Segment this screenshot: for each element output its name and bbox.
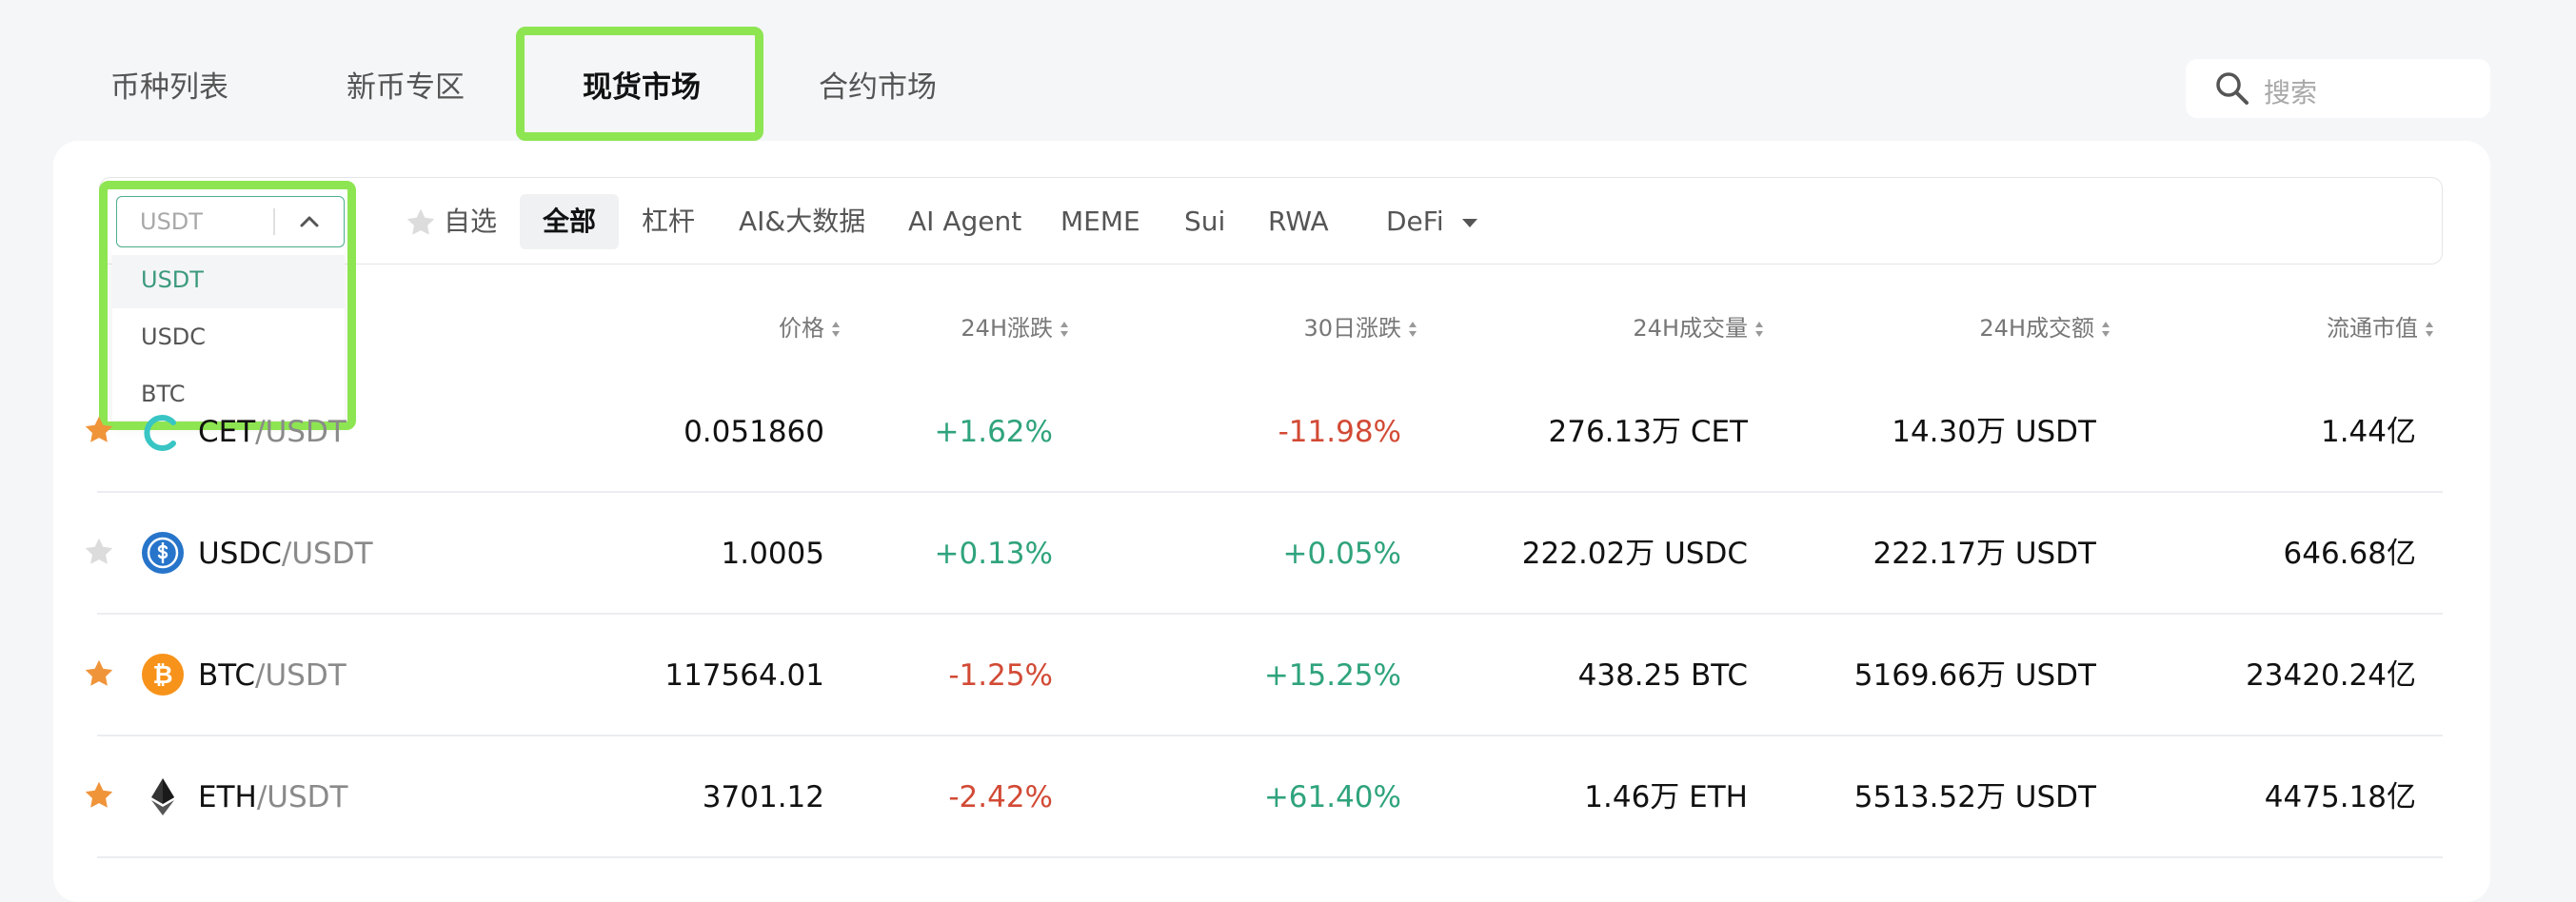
- col-market-cap-label: 流通市值: [2327, 315, 2418, 342]
- select-divider: [273, 208, 275, 235]
- tab-coin-list[interactable]: 币种列表: [110, 70, 228, 105]
- change-30d: +61.40%: [1263, 780, 1401, 814]
- price: 1.0005: [721, 537, 824, 571]
- usdc-icon: [142, 532, 184, 574]
- filter-sui[interactable]: Sui: [1184, 206, 1226, 237]
- price: 0.051860: [684, 415, 824, 449]
- change-24h: +1.62%: [934, 415, 1053, 449]
- col-change-30d-label: 30日涨跌: [1303, 315, 1401, 342]
- search-icon: [2216, 72, 2249, 105]
- star-icon[interactable]: [82, 413, 116, 447]
- row-divider: [97, 491, 2443, 493]
- turnover-24h: 5513.52万 USDT: [1853, 780, 2096, 814]
- filter-defi-label: DeFi: [1386, 206, 1444, 237]
- pair-base: USDC: [198, 537, 282, 571]
- bitcoin-icon: ₿: [142, 654, 184, 696]
- pair-name: USDC/USDT: [198, 533, 373, 575]
- price: 117564.01: [664, 658, 824, 693]
- sort-icon: [1409, 322, 1417, 337]
- volume-24h: 1.46万 ETH: [1584, 780, 1748, 814]
- col-volume-24h-label: 24H成交量: [1633, 315, 1748, 342]
- volume-24h: 438.25 BTC: [1577, 658, 1748, 693]
- market-cap: 4475.18亿: [2264, 780, 2416, 814]
- col-change-24h-label: 24H涨跌: [961, 315, 1053, 342]
- turnover-24h: 14.30万 USDT: [1892, 415, 2096, 449]
- pair-base: BTC: [198, 658, 256, 693]
- sort-icon: [2102, 322, 2110, 337]
- pair-quote: /USDT: [281, 537, 373, 571]
- market-card: [53, 141, 2490, 902]
- pair-base: CET: [198, 415, 256, 449]
- option-usdt[interactable]: USDT: [141, 266, 204, 293]
- pair-quote: /USDT: [256, 780, 348, 814]
- change-24h: -1.25%: [948, 658, 1053, 693]
- option-hover-bg: [112, 255, 345, 308]
- highlight-dropdown: [99, 181, 356, 430]
- pair-name: ETH/USDT: [198, 776, 347, 818]
- filter-meme[interactable]: MEME: [1060, 206, 1140, 237]
- filter-ai-bigdata[interactable]: AI&大数据: [739, 206, 866, 237]
- svg-text:₿: ₿: [152, 661, 172, 690]
- pair-name: CET/USDT: [198, 411, 347, 453]
- change-30d: +15.25%: [1263, 658, 1401, 693]
- turnover-24h: 222.17万 USDT: [1873, 537, 2097, 571]
- col-market-cap[interactable]: 流通市值: [2327, 312, 2435, 344]
- col-volume-24h[interactable]: 24H成交量: [1633, 312, 1765, 344]
- filter-favorites[interactable]: 自选: [444, 206, 498, 237]
- pair-name: BTC/USDT: [198, 655, 347, 696]
- tab-new-coins[interactable]: 新币专区: [347, 70, 465, 105]
- tab-futures-market[interactable]: 合约市场: [819, 70, 937, 105]
- sort-icon: [832, 322, 840, 337]
- filter-bar: [99, 177, 2443, 265]
- change-24h: -2.42%: [948, 780, 1053, 814]
- search-placeholder: 搜索: [2264, 77, 2318, 108]
- sort-icon: [1060, 322, 1068, 337]
- volume-24h: 276.13万 CET: [1548, 415, 1749, 449]
- highlight-spot-tab: [516, 27, 763, 141]
- quote-select-value: USDT: [140, 208, 203, 235]
- market-cap: 646.68亿: [2283, 537, 2416, 571]
- price: 3701.12: [702, 780, 824, 814]
- col-price-label: 价格: [779, 315, 824, 342]
- pair-quote: /USDT: [255, 658, 347, 693]
- row-divider: [97, 735, 2443, 736]
- option-usdc[interactable]: USDC: [141, 324, 207, 350]
- quote-currency-select[interactable]: USDT: [116, 196, 345, 247]
- col-change-24h[interactable]: 24H涨跌: [961, 312, 1070, 344]
- filter-defi[interactable]: DeFi: [1386, 204, 1479, 240]
- col-price[interactable]: 价格: [779, 312, 842, 344]
- sort-icon: [2426, 322, 2433, 337]
- market-cap: 1.44亿: [2320, 415, 2416, 449]
- market-cap: 23420.24亿: [2246, 658, 2416, 693]
- col-turnover-24h-label: 24H成交额: [1979, 315, 2094, 342]
- quote-currency-menu: USDT USDC BTC: [112, 249, 345, 421]
- col-change-30d[interactable]: 30日涨跌: [1303, 312, 1418, 344]
- ethereum-icon: [151, 778, 174, 815]
- change-30d: +0.05%: [1282, 537, 1401, 571]
- tab-spot-market[interactable]: 现货市场: [583, 70, 701, 105]
- change-30d: -11.98%: [1278, 415, 1401, 449]
- col-turnover-24h[interactable]: 24H成交额: [1979, 312, 2111, 344]
- caret-down-icon: [1461, 219, 1477, 227]
- option-btc[interactable]: BTC: [141, 381, 186, 407]
- sort-icon: [1755, 322, 1763, 337]
- volume-24h: 222.02万 USDC: [1521, 537, 1748, 571]
- star-icon: [406, 208, 435, 235]
- row-divider: [97, 613, 2443, 615]
- filter-leverage[interactable]: 杠杆: [642, 206, 696, 237]
- turnover-24h: 5169.66万 USDT: [1853, 658, 2096, 693]
- coinex-icon: [144, 415, 176, 451]
- filter-all[interactable]: 全部: [520, 194, 620, 249]
- star-icon[interactable]: [82, 778, 116, 813]
- star-icon[interactable]: [82, 535, 116, 569]
- pair-base: ETH: [198, 780, 257, 814]
- pair-quote: /USDT: [255, 415, 347, 449]
- search-box[interactable]: 搜索: [2186, 59, 2490, 118]
- change-24h: +0.13%: [934, 537, 1053, 571]
- star-icon[interactable]: [82, 657, 116, 691]
- filter-ai-agent[interactable]: AI Agent: [908, 206, 1022, 237]
- row-divider: [97, 856, 2443, 858]
- chevron-up-icon: [300, 216, 319, 227]
- filter-rwa[interactable]: RWA: [1268, 206, 1329, 237]
